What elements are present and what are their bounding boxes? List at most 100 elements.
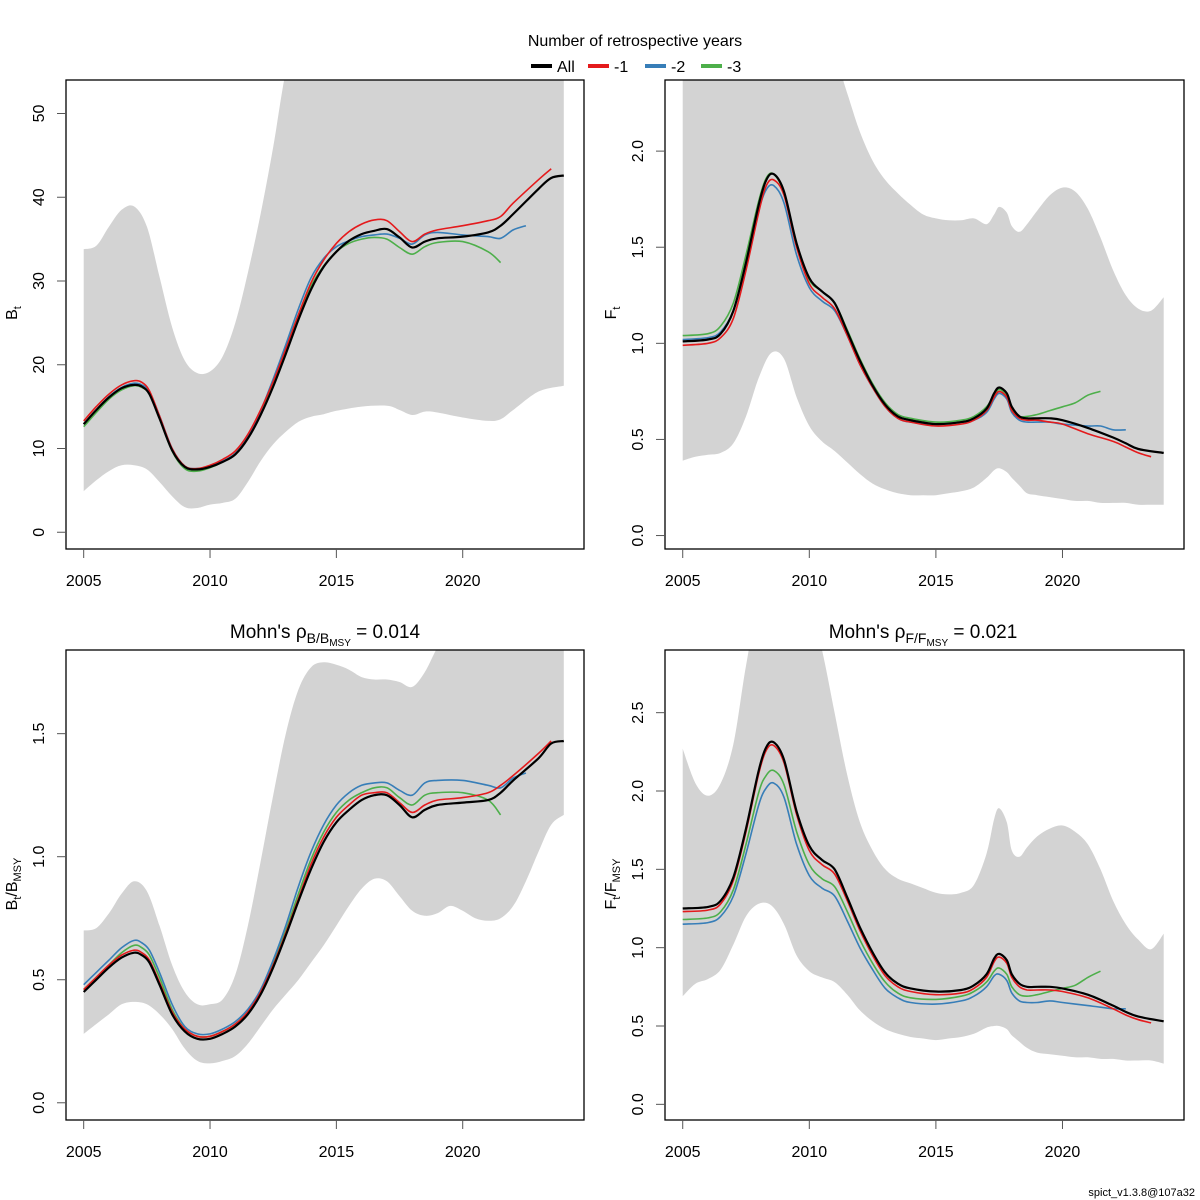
series-line-minus1 bbox=[682, 178, 1152, 458]
series-line-all bbox=[82, 174, 565, 471]
y-tick-label: 30 bbox=[31, 272, 48, 290]
series-line-minus1 bbox=[83, 168, 552, 470]
y-tick-label: 0.5 bbox=[630, 428, 647, 450]
title-sub: B/B bbox=[307, 630, 330, 646]
x-tick-label: 2010 bbox=[792, 1144, 828, 1161]
x-tick-label: 2015 bbox=[319, 1144, 355, 1161]
ylabel-relative-biomass: Bt/BMSY bbox=[4, 857, 24, 910]
y-tick-label: 2.0 bbox=[630, 780, 647, 802]
x-tick-label: 2020 bbox=[445, 573, 481, 590]
title-sub: F/F bbox=[905, 630, 926, 646]
confidence-band bbox=[83, 650, 564, 1064]
legend-label: -3 bbox=[727, 59, 741, 76]
ylabel-b: /F bbox=[603, 882, 620, 896]
title-prefix: Mohn's ρ bbox=[230, 622, 307, 643]
panel-title-relative-biomass: Mohn's ρB/BMSY = 0.014 bbox=[230, 622, 421, 649]
y-tick-label: 10 bbox=[31, 440, 48, 458]
ylabel-b-sub: MSY bbox=[12, 857, 24, 882]
series-line-minus1 bbox=[682, 743, 1152, 1024]
y-tick-label: 2.0 bbox=[630, 140, 647, 162]
legend-entry-minus1: -1 bbox=[588, 59, 628, 76]
y-tick-label: 1.0 bbox=[630, 936, 647, 958]
title-prefix: Mohn's ρ bbox=[829, 622, 906, 643]
y-tick-label: 20 bbox=[31, 356, 48, 374]
x-tick-label: 2005 bbox=[66, 573, 102, 590]
panel-relative-biomass: 2005 2010 2015 2020 0.0 0.5 1.0 1.5 bbox=[31, 649, 585, 1161]
x-tick-label: 2015 bbox=[319, 573, 355, 590]
ylabel-biomass: Bt bbox=[4, 306, 24, 320]
y-tick-label: 1.5 bbox=[31, 722, 48, 744]
ylabel-b-sub: MSY bbox=[611, 858, 623, 883]
plot-frame bbox=[65, 79, 585, 550]
plot-area bbox=[682, 80, 1164, 505]
panel-title-relative-fishing-mortality: Mohn's ρF/FMSY = 0.021 bbox=[829, 622, 1018, 649]
x-tick-label: 2020 bbox=[1045, 1144, 1081, 1161]
y-tick-label: 0.5 bbox=[630, 1015, 647, 1037]
x-tick-label: 2010 bbox=[792, 573, 828, 590]
ylabel-main: B bbox=[4, 309, 21, 320]
legend-label: All bbox=[557, 59, 575, 76]
plot-area bbox=[82, 650, 565, 1064]
y-tick-label: 1.5 bbox=[630, 236, 647, 258]
plot-area bbox=[82, 80, 565, 509]
title-suffix: = 0.014 bbox=[351, 622, 421, 643]
x-tick-label: 2005 bbox=[665, 1144, 701, 1161]
confidence-band bbox=[83, 80, 564, 509]
x-tick-label: 2005 bbox=[665, 573, 701, 590]
legend-title: Number of retrospective years bbox=[528, 33, 742, 50]
ylabel-a-sub: t bbox=[611, 897, 623, 900]
y-tick-label: 40 bbox=[31, 188, 48, 206]
plot-frame bbox=[65, 649, 585, 1121]
series-line-minus3 bbox=[682, 769, 1101, 1001]
title-suffix: = 0.021 bbox=[948, 622, 1017, 643]
x-tick-label: 2005 bbox=[66, 1144, 102, 1161]
x-tick-label: 2020 bbox=[445, 1144, 481, 1161]
y-tick-label: 0.0 bbox=[31, 1092, 48, 1114]
y-tick-label: 50 bbox=[31, 105, 48, 123]
y-tick-label: 0.5 bbox=[31, 969, 48, 991]
series-line-all bbox=[682, 172, 1164, 454]
ylabel-fishing-mortality: Ft bbox=[603, 307, 623, 320]
y-tick-label: 0 bbox=[31, 528, 48, 537]
legend-label: -1 bbox=[614, 59, 628, 76]
plot-frame bbox=[664, 79, 1185, 550]
panel-relative-fishing-mortality: 2005 2010 2015 2020 0.0 0.5 1.0 1.5 2.0 2.5 bbox=[630, 649, 1185, 1161]
ylabel-sub: t bbox=[611, 307, 623, 310]
legend-entry-all: All bbox=[531, 59, 575, 76]
x-tick-label: 2020 bbox=[1045, 573, 1081, 590]
series-line-all bbox=[682, 740, 1164, 1023]
version-footer: spict_v1.3.8@107a32 bbox=[1088, 1187, 1195, 1199]
panel-fishing-mortality: 2005 2010 2015 2020 0.0 0.5 1.0 1.5 2.0 bbox=[630, 79, 1185, 590]
ylabel-relative-fishing-mortality: Ft/FMSY bbox=[603, 858, 623, 910]
y-tick-label: 0.0 bbox=[630, 1093, 647, 1115]
plot-frame bbox=[664, 649, 1185, 1121]
y-tick-label: 0.0 bbox=[630, 524, 647, 546]
panel-biomass: 2005 2010 2015 2020 0 10 20 30 40 50 bbox=[31, 79, 585, 590]
series-line-all bbox=[82, 739, 565, 1041]
x-tick-label: 2015 bbox=[918, 573, 954, 590]
legend: Number of retrospective years All -1 -2 … bbox=[528, 33, 742, 76]
y-tick-label: 1.5 bbox=[630, 858, 647, 880]
legend-entry-minus3: -3 bbox=[701, 59, 741, 76]
y-tick-label: 1.0 bbox=[31, 845, 48, 867]
y-tick-label: 2.5 bbox=[630, 701, 647, 723]
confidence-band bbox=[682, 80, 1164, 505]
ylabel-a: F bbox=[603, 899, 620, 909]
series-line-minus2 bbox=[682, 781, 1126, 1010]
x-tick-label: 2010 bbox=[192, 573, 228, 590]
title-subsub: MSY bbox=[329, 638, 351, 649]
x-tick-label: 2015 bbox=[918, 1144, 954, 1161]
title-subsub: MSY bbox=[926, 638, 948, 649]
ylabel-sub: t bbox=[12, 306, 24, 309]
confidence-band bbox=[682, 650, 1164, 1064]
ylabel-main: F bbox=[603, 309, 620, 319]
y-tick-label: 1.0 bbox=[630, 332, 647, 354]
series-line-minus2 bbox=[83, 772, 527, 1036]
series-line-minus3 bbox=[83, 786, 502, 1038]
legend-label: -2 bbox=[671, 59, 685, 76]
legend-entry-minus2: -2 bbox=[645, 59, 685, 76]
plot-area bbox=[682, 650, 1164, 1064]
x-tick-label: 2010 bbox=[192, 1144, 228, 1161]
ylabel-a-sub: t bbox=[12, 897, 24, 900]
